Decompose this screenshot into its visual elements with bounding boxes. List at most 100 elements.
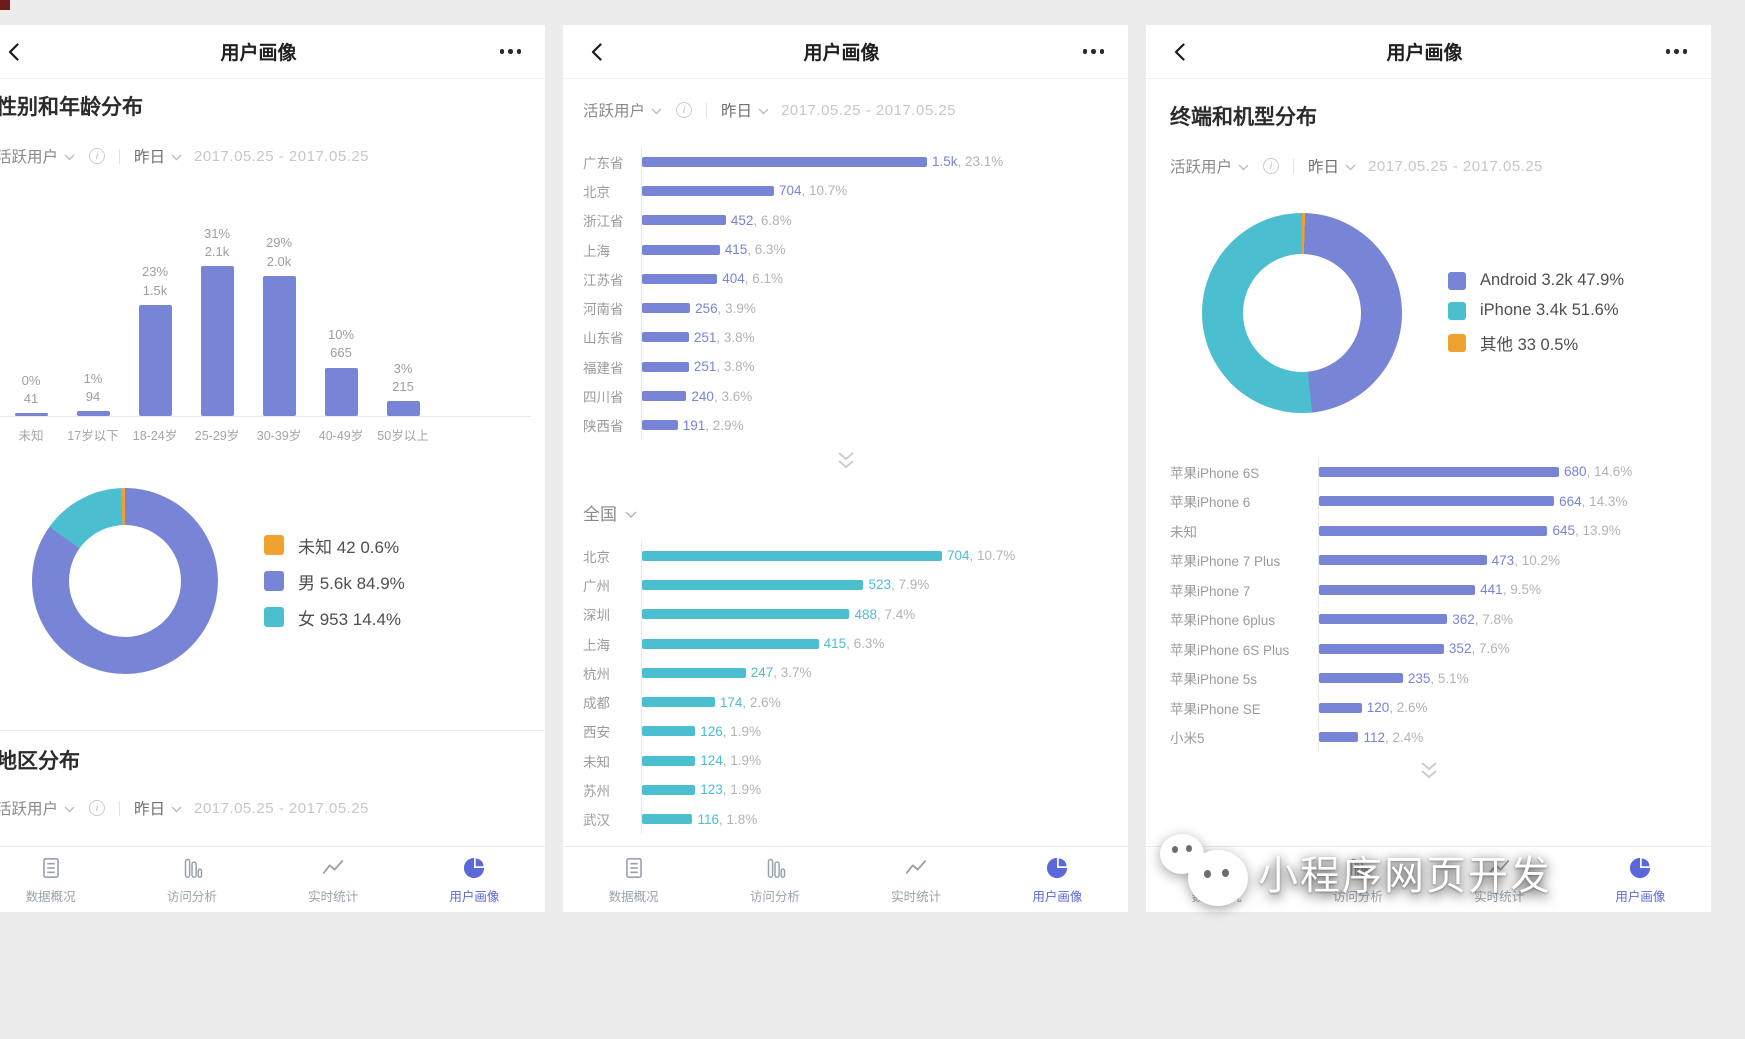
divider xyxy=(119,148,121,164)
nav-item-label: 实时统计 xyxy=(308,889,359,904)
period-dropdown[interactable]: 昨日 xyxy=(134,801,166,818)
chevron-down-icon xyxy=(1238,164,1249,171)
bar xyxy=(1319,702,1362,713)
nav-item-trend[interactable]: 实时统计 xyxy=(263,847,404,912)
chevron-down-icon xyxy=(758,108,769,115)
bar xyxy=(200,266,234,416)
bar xyxy=(642,361,689,372)
bar xyxy=(642,420,678,431)
doc-icon xyxy=(621,855,647,881)
nav-item-trend[interactable]: 实时统计 xyxy=(1429,847,1570,912)
axis-category-label: 17岁以下 xyxy=(67,429,119,443)
legend-label: 未知 42 0.6% xyxy=(298,537,400,557)
legend-label: iPhone 3.4k 51.6% xyxy=(1480,301,1619,319)
bar-label: 苹果iPhone SE xyxy=(1170,701,1261,717)
bar-value: 415, 6.3% xyxy=(823,636,885,651)
nav-item-doc[interactable]: 数据概况 xyxy=(563,847,704,912)
bar-value: 126, 1.9% xyxy=(700,723,762,739)
legend-item: iPhone 3.4k 51.6% xyxy=(1448,301,1624,320)
info-icon[interactable]: i xyxy=(89,800,106,816)
period-dropdown[interactable]: 昨日 xyxy=(1308,159,1340,176)
bar-value: 251, 3.8% xyxy=(693,359,755,375)
bar-row: 山东省 251, 3.8% xyxy=(583,322,1120,353)
bar-value: 120, 2.6% xyxy=(1366,700,1428,716)
bar-label: 四川省 xyxy=(583,390,624,406)
metric-dropdown[interactable]: 活跃用户 xyxy=(1170,159,1233,176)
region-selector-label: 全国 xyxy=(583,504,617,524)
bar-label: 未知 xyxy=(1170,524,1197,540)
legend-item: Android 3.2k 47.9% xyxy=(1448,271,1624,290)
panel-device: 用户画像 终端和机型分布 活跃用户 i 昨日 2017.05.25 - 2017… xyxy=(1146,25,1711,912)
nav-item-bars[interactable]: 访问分析 xyxy=(121,847,262,912)
bar-value: 523, 7.9% xyxy=(868,577,930,593)
bar-label: 上海 xyxy=(583,243,610,259)
bar-label: 西安 xyxy=(583,725,610,741)
bar-value: 441, 9.5% xyxy=(1480,582,1541,598)
bar-label: 广州 xyxy=(583,578,610,594)
bar xyxy=(642,814,693,825)
bar-row: 西安 126, 1.9% xyxy=(583,716,1120,747)
nav-item-trend[interactable]: 实时统计 xyxy=(846,847,987,912)
bar-value: 704, 10.7% xyxy=(947,548,1016,564)
expand-chevron-icon[interactable] xyxy=(1146,760,1711,782)
bar-label: 苹果iPhone 6S xyxy=(1170,465,1260,481)
back-icon[interactable] xyxy=(8,42,30,61)
nav-item-label: 数据概况 xyxy=(25,889,76,904)
divider xyxy=(119,800,121,816)
expand-chevron-icon[interactable] xyxy=(563,450,1128,472)
period-dropdown[interactable]: 昨日 xyxy=(721,103,753,120)
nav-item-pie[interactable]: 用户画像 xyxy=(404,847,545,912)
back-icon[interactable] xyxy=(591,42,613,61)
metric-dropdown[interactable]: 活跃用户 xyxy=(0,149,59,166)
metric-dropdown[interactable]: 活跃用户 xyxy=(0,801,59,818)
chevron-down-icon xyxy=(651,108,662,115)
platform-donut-chart xyxy=(1202,213,1402,413)
bar-column: 1% 94 xyxy=(62,370,124,416)
bar-row: 未知 645, 13.9% xyxy=(1170,516,1703,546)
bar-value: 452, 6.8% xyxy=(730,212,792,228)
bars-icon xyxy=(179,855,205,881)
nav-item-pie[interactable]: 用户画像 xyxy=(987,847,1128,912)
bar-label: 苹果iPhone 7 Plus xyxy=(1170,554,1281,570)
more-menu-icon[interactable] xyxy=(1070,49,1104,54)
donut-hole xyxy=(1243,254,1361,372)
info-icon[interactable]: i xyxy=(89,148,106,164)
gender-legend: 未知 42 0.6% 男 5.6k 84.9% 女 953 14.4% xyxy=(264,522,405,641)
back-icon[interactable] xyxy=(1174,42,1196,61)
info-icon[interactable]: i xyxy=(1263,158,1280,174)
nav-item-label: 实时统计 xyxy=(1474,889,1525,904)
more-menu-icon[interactable] xyxy=(1653,49,1687,54)
bar-row: 苹果iPhone 5s 235, 5.1% xyxy=(1170,663,1703,693)
legend-item: 男 5.6k 84.9% xyxy=(264,569,405,594)
info-icon[interactable]: i xyxy=(676,102,693,118)
bar xyxy=(642,667,746,678)
bar-label: 武汉 xyxy=(583,813,610,829)
bar-label: 山东省 xyxy=(583,331,624,347)
bar xyxy=(1319,673,1403,684)
bar-label: 苹果iPhone 5s xyxy=(1170,672,1258,688)
bar-value: 1.5k, 23.1% xyxy=(932,154,1004,170)
region-selector[interactable]: 全国 xyxy=(563,500,1128,525)
bar-label: 苹果iPhone 7 xyxy=(1170,583,1251,599)
nav-item-label: 访问分析 xyxy=(1332,889,1383,904)
nav-item-bars[interactable]: 访问分析 xyxy=(1287,847,1428,912)
nav-item-pie[interactable]: 用户画像 xyxy=(1570,847,1711,912)
nav-item-doc[interactable]: 数据概况 xyxy=(0,847,121,912)
bar-column: 23% 1.5k xyxy=(124,263,186,416)
bar-value: 645, 13.9% xyxy=(1552,523,1621,539)
bar-label: 成都 xyxy=(583,696,610,712)
filter-row: 活跃用户 i 昨日 2017.05.25 - 2017.05.25 xyxy=(0,797,545,819)
bar-value: 488, 7.4% xyxy=(854,606,916,622)
bar-value: 352, 7.6% xyxy=(1448,641,1510,657)
more-menu-icon[interactable] xyxy=(487,49,521,54)
metric-dropdown[interactable]: 活跃用户 xyxy=(583,103,646,120)
donut-hole xyxy=(69,525,181,637)
chevron-down-icon xyxy=(625,504,637,524)
province-bar-chart: 广东省 1.5k, 23.1% 北京 704, 10.7% 浙江省 452, 6.8% 上海… xyxy=(563,147,1128,440)
nav-item-bars[interactable]: 访问分析 xyxy=(704,847,845,912)
period-dropdown[interactable]: 昨日 xyxy=(134,149,166,166)
bar-value: 124, 1.9% xyxy=(700,753,762,769)
bar-label: 小米5 xyxy=(1170,731,1205,747)
bar-label: 河南省 xyxy=(583,302,624,318)
